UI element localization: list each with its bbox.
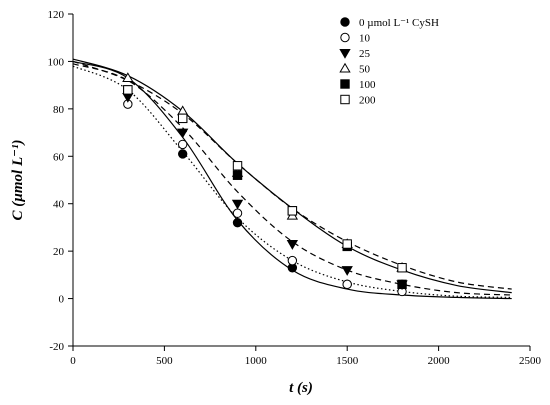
x-axis-title: t (s)	[289, 380, 313, 396]
data-point-10	[287, 255, 298, 266]
legend-marker-0	[340, 17, 350, 27]
legend-label: 100	[359, 79, 376, 91]
data-point-50	[122, 72, 134, 83]
legend-marker-25	[339, 49, 351, 59]
fit-curve-dashed	[72, 60, 512, 290]
data-point-50	[177, 105, 189, 116]
y-axis-title: C (µmol L⁻¹)	[10, 139, 26, 220]
data-point-200	[123, 85, 133, 95]
y-tick-label: 120	[48, 9, 65, 21]
y-tick-label: 20	[53, 246, 65, 258]
data-point-200	[342, 239, 352, 249]
data-point-25	[177, 128, 189, 139]
y-tick-label: 80	[53, 104, 65, 116]
x-tick-label: 1500	[336, 355, 359, 367]
y-ticks: -20 0 20 40 60 80 100 120	[48, 9, 73, 353]
fit-curve-dotted	[72, 65, 512, 298]
y-tick-label: 60	[53, 151, 65, 163]
x-tick-label: 2500	[519, 355, 542, 367]
data-point-0	[232, 217, 243, 228]
data-point-10	[342, 279, 352, 290]
data-point-200	[287, 206, 298, 216]
data-point-10	[177, 139, 188, 150]
data-point-100	[232, 170, 243, 180]
y-tick-label: 0	[59, 294, 65, 306]
x-tick-label: 2000	[428, 355, 451, 367]
data-markers	[122, 72, 408, 297]
data-point-0	[177, 149, 188, 159]
legend-marker-50	[339, 62, 351, 73]
data-point-200	[177, 113, 188, 124]
data-point-100	[397, 279, 407, 290]
x-tick-label: 1000	[245, 355, 268, 367]
legend-label: 25	[359, 48, 371, 60]
legend-label: 200	[359, 95, 376, 107]
data-point-25	[122, 93, 134, 103]
data-point-10	[232, 208, 243, 218]
x-tick-label: 500	[156, 355, 173, 367]
data-point-200	[397, 263, 407, 273]
legend-marker-10	[340, 32, 350, 43]
x-ticks: 0 500 1000 1500 2000 2500	[70, 346, 542, 367]
data-point-200	[232, 161, 243, 171]
data-point-25	[341, 266, 353, 276]
y-tick-label: -20	[49, 341, 64, 353]
y-tick-label: 40	[53, 199, 65, 211]
data-point-25	[286, 240, 299, 250]
fit-curve-dashed	[72, 63, 512, 296]
x-tick-label: 0	[70, 355, 76, 367]
legend-marker-200	[340, 94, 350, 105]
plot-frame	[72, 14, 530, 347]
legend-label: 0 µmol L⁻¹ CySH	[359, 17, 439, 29]
legend-label: 10	[359, 33, 371, 45]
y-tick-label: 100	[48, 56, 65, 68]
data-point-25	[231, 199, 244, 210]
legend-marker-100	[340, 79, 350, 89]
legend: 0 µmol L⁻¹ CySH 10 25 50 100 200	[339, 17, 439, 107]
legend-label: 50	[359, 64, 371, 76]
